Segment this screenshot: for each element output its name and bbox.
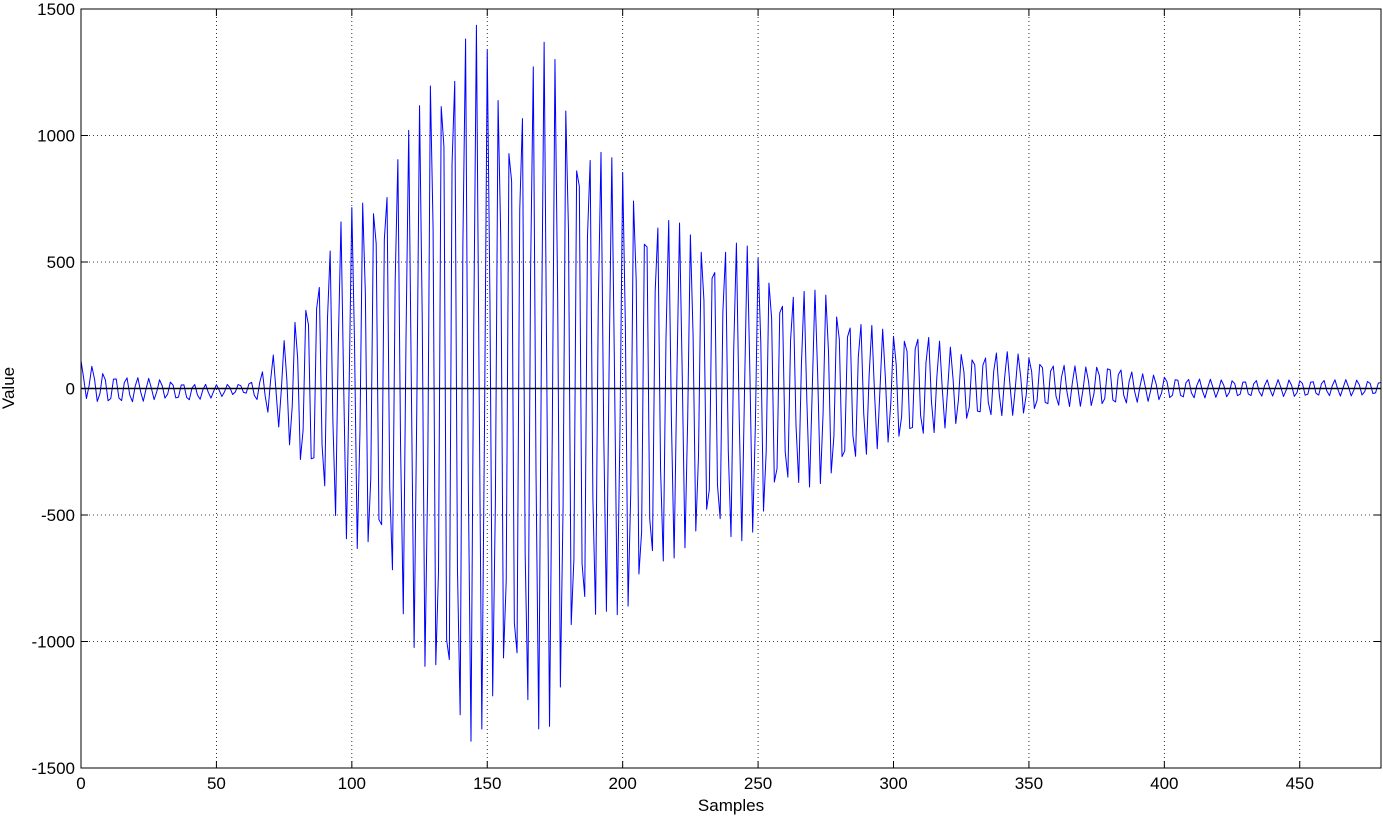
y-tick-labels: 1500 1000 500 0 -500 -1000 -1500 (32, 0, 75, 778)
x-tick-label: 200 (608, 774, 636, 793)
y-axis-label: Value (0, 367, 18, 409)
y-tick-label: 500 (47, 253, 75, 272)
x-tick-label: 100 (338, 774, 366, 793)
y-tick-label: -500 (41, 506, 75, 525)
tick-marks (80, 8, 1381, 769)
x-tick-label: 450 (1286, 774, 1314, 793)
x-tick-label: 50 (207, 774, 226, 793)
x-axis-label: Samples (698, 796, 764, 815)
y-tick-label: 0 (66, 380, 75, 399)
y-tick-label: 1000 (37, 127, 75, 146)
y-tick-label: -1500 (32, 759, 75, 778)
y-tick-label: 1500 (37, 0, 75, 19)
y-tick-label: -1000 (32, 633, 75, 652)
x-tick-label: 400 (1150, 774, 1178, 793)
x-tick-label: 150 (473, 774, 501, 793)
x-tick-label: 250 (744, 774, 772, 793)
series-layer (80, 24, 1382, 742)
x-tick-label: 300 (879, 774, 907, 793)
waveform-line (80, 24, 1382, 742)
x-tick-label: 350 (1015, 774, 1043, 793)
x-tick-label: 0 (76, 774, 85, 793)
x-tick-labels: 0 50 100 150 200 250 300 350 400 450 (76, 774, 1314, 793)
